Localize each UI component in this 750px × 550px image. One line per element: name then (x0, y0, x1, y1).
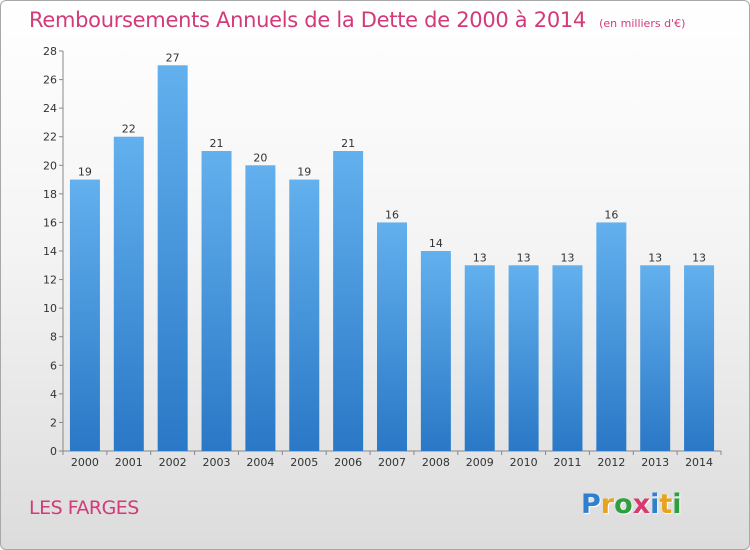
y-tick-label: 28 (43, 45, 57, 58)
x-tick-label: 2004 (246, 456, 274, 469)
y-tick-label: 16 (43, 216, 57, 229)
x-tick-label: 2001 (115, 456, 143, 469)
x-tick-label: 2012 (597, 456, 625, 469)
bar (201, 151, 232, 451)
bar-value-label: 13 (692, 251, 706, 264)
bar-value-label: 27 (166, 51, 180, 64)
y-tick-label: 2 (50, 416, 57, 429)
bar-value-label: 14 (429, 237, 443, 250)
bar (684, 265, 715, 451)
logo-letter: t (659, 489, 673, 520)
bar (289, 179, 320, 452)
x-tick-label: 2014 (685, 456, 713, 469)
bar (245, 165, 276, 452)
y-tick-label: 24 (43, 102, 57, 115)
bar-value-label: 19 (297, 166, 311, 179)
x-tick-label: 2009 (466, 456, 494, 469)
y-tick-label: 0 (50, 445, 57, 458)
logo-letter: P (581, 489, 601, 520)
bar-value-label: 16 (604, 208, 618, 221)
y-tick-label: 8 (50, 331, 57, 344)
bar (157, 65, 188, 452)
x-tick-label: 2000 (71, 456, 99, 469)
x-tick-label: 2002 (159, 456, 187, 469)
bar-value-label: 22 (122, 123, 136, 136)
chart-title-row: Remboursements Annuels de la Dette de 20… (29, 8, 685, 32)
bar (377, 222, 407, 451)
logo-letter: o (614, 489, 633, 520)
y-tick-label: 20 (43, 159, 57, 172)
x-tick-label: 2007 (378, 456, 406, 469)
y-tick-label: 18 (43, 188, 57, 201)
bar (333, 151, 364, 451)
bar-value-label: 21 (341, 137, 355, 150)
x-tick-label: 2013 (641, 456, 669, 469)
chart-unit: (en milliers d'€) (599, 17, 686, 30)
x-tick-label: 2011 (553, 456, 581, 469)
bar-value-label: 16 (385, 208, 399, 221)
x-tick-label: 2006 (334, 456, 362, 469)
bar-value-label: 20 (253, 151, 267, 164)
bar (464, 265, 495, 451)
y-tick-label: 10 (43, 302, 57, 315)
bar (552, 265, 583, 451)
x-tick-label: 2008 (422, 456, 450, 469)
bar (69, 179, 100, 452)
bar-value-label: 13 (473, 251, 487, 264)
bar-value-label: 19 (78, 166, 92, 179)
y-tick-label: 26 (43, 74, 57, 87)
logo-letter: r (600, 489, 615, 520)
chart-title: Remboursements Annuels de la Dette de 20… (29, 8, 586, 32)
proxiti-logo: Proxiti (581, 489, 682, 520)
bar (113, 136, 144, 451)
bar-value-label: 13 (648, 251, 662, 264)
y-tick-label: 22 (43, 131, 57, 144)
logo-letter: i (672, 489, 682, 520)
logo-letter: x (632, 489, 651, 520)
commune-name: LES FARGES (29, 497, 139, 519)
logo-letter: i (650, 489, 660, 520)
y-tick-label: 4 (50, 388, 57, 401)
bar-value-label: 13 (517, 251, 531, 264)
x-tick-label: 2010 (510, 456, 538, 469)
y-tick-label: 14 (43, 245, 57, 258)
bar (596, 222, 627, 451)
x-tick-label: 2003 (203, 456, 231, 469)
bar (420, 251, 451, 451)
bar (508, 265, 539, 451)
y-tick-label: 6 (50, 359, 57, 372)
bar-value-label: 21 (210, 137, 224, 150)
x-tick-label: 2005 (290, 456, 318, 469)
bar-value-label: 13 (560, 251, 574, 264)
bar (640, 265, 671, 451)
y-tick-label: 12 (43, 274, 57, 287)
